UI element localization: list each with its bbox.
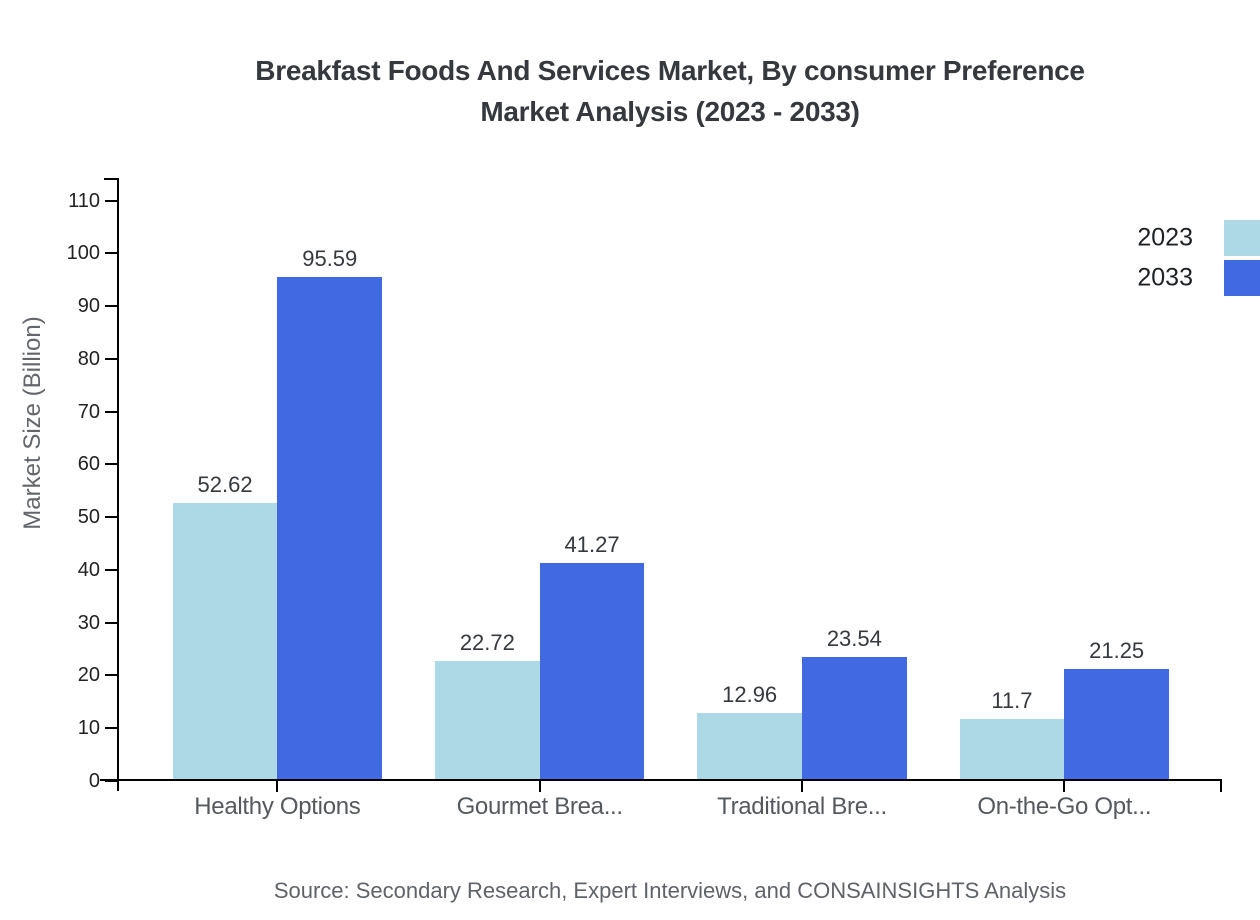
- bar-2033-traditional-bre[interactable]: [802, 656, 907, 781]
- bar-2023-traditional-bre[interactable]: [697, 712, 802, 781]
- y-tick-80: [105, 357, 118, 360]
- bar-2033-on-the-go-opt[interactable]: [1064, 668, 1169, 781]
- value-label-2023-on-the-go-opt: 11.7: [991, 688, 1033, 714]
- y-tick-label-60: 60: [77, 453, 100, 476]
- y-tick-label-40: 40: [77, 558, 100, 581]
- legend-swatch-2023: [1224, 220, 1260, 256]
- y-tick-label-70: 70: [77, 400, 100, 423]
- y-tick-30: [105, 621, 118, 624]
- value-label-2023-gourmet-brea: 22.72: [459, 630, 515, 656]
- x-axis-line: [100, 779, 1222, 781]
- source-note: Source: Secondary Research, Expert Inter…: [273, 878, 1067, 903]
- y-tick-label-100: 100: [66, 242, 100, 265]
- bar-2033-healthy-options[interactable]: [277, 276, 383, 781]
- chart-title-line2: Market Analysis (2023 - 2033): [480, 96, 860, 127]
- value-label-2023-healthy-options: 52.62: [197, 472, 253, 498]
- y-tick-label-50: 50: [77, 506, 100, 529]
- y-tick-label-30: 30: [77, 611, 100, 634]
- y-axis-top-cap: [104, 178, 118, 180]
- y-tick-label-0: 0: [88, 770, 100, 792]
- y-axis-line: [117, 178, 119, 791]
- x-tick-gourmet-brea: [538, 779, 541, 792]
- value-label-2033-traditional-bre: 23.54: [826, 625, 882, 651]
- y-tick-50: [105, 516, 118, 519]
- legend-item-2033[interactable]: 2033: [1030, 260, 1260, 296]
- y-tick-20: [105, 674, 118, 677]
- value-label-2023-traditional-bre: 12.96: [722, 681, 778, 707]
- y-tick-0: [105, 780, 118, 782]
- x-axis-label-gourmet-brea: Gourmet Brea...: [456, 793, 624, 820]
- y-tick-label-110: 110: [68, 189, 100, 212]
- y-tick-60: [105, 463, 118, 466]
- x-axis-label-healthy-options: Healthy Options: [194, 793, 361, 820]
- value-label-2033-healthy-options: 95.59: [302, 245, 358, 271]
- y-tick-110: [105, 199, 118, 202]
- legend-label-2033: 2033: [1137, 263, 1193, 292]
- chart-title: Breakfast Foods And Services Market, By …: [80, 50, 1260, 132]
- bar-2023-on-the-go-opt[interactable]: [959, 719, 1065, 781]
- y-tick-90: [105, 305, 118, 308]
- y-tick-40: [105, 568, 118, 571]
- y-tick-label-90: 90: [77, 295, 100, 318]
- x-axis-label-traditional-bre: Traditional Bre...: [717, 793, 887, 820]
- legend-swatch-2033: [1224, 260, 1260, 296]
- legend-item-2023[interactable]: 2023: [1030, 220, 1260, 256]
- y-tick-70: [105, 410, 118, 413]
- x-axis-label-on-the-go-opt: On-the-Go Opt...: [977, 793, 1152, 820]
- y-tick-10: [105, 727, 118, 730]
- legend: 2023 2033: [1030, 220, 1260, 300]
- y-tick-label-10: 10: [77, 717, 100, 740]
- x-axis-end-tick: [1220, 779, 1222, 792]
- value-label-2033-gourmet-brea: 41.27: [564, 532, 620, 558]
- y-tick-label-80: 80: [77, 347, 100, 370]
- value-label-2033-on-the-go-opt: 21.25: [1089, 637, 1145, 663]
- x-tick-healthy-options: [276, 779, 279, 792]
- x-tick-traditional-bre: [801, 779, 803, 792]
- chart-title-line1: Breakfast Foods And Services Market, By …: [255, 55, 1085, 86]
- x-tick-on-the-go-opt: [1063, 779, 1066, 792]
- bar-2023-healthy-options[interactable]: [172, 503, 278, 781]
- y-tick-100: [105, 252, 118, 255]
- bar-2033-gourmet-brea[interactable]: [539, 563, 645, 781]
- legend-label-2023: 2023: [1137, 223, 1193, 252]
- bar-2023-gourmet-brea[interactable]: [435, 661, 540, 781]
- y-tick-label-20: 20: [77, 664, 100, 687]
